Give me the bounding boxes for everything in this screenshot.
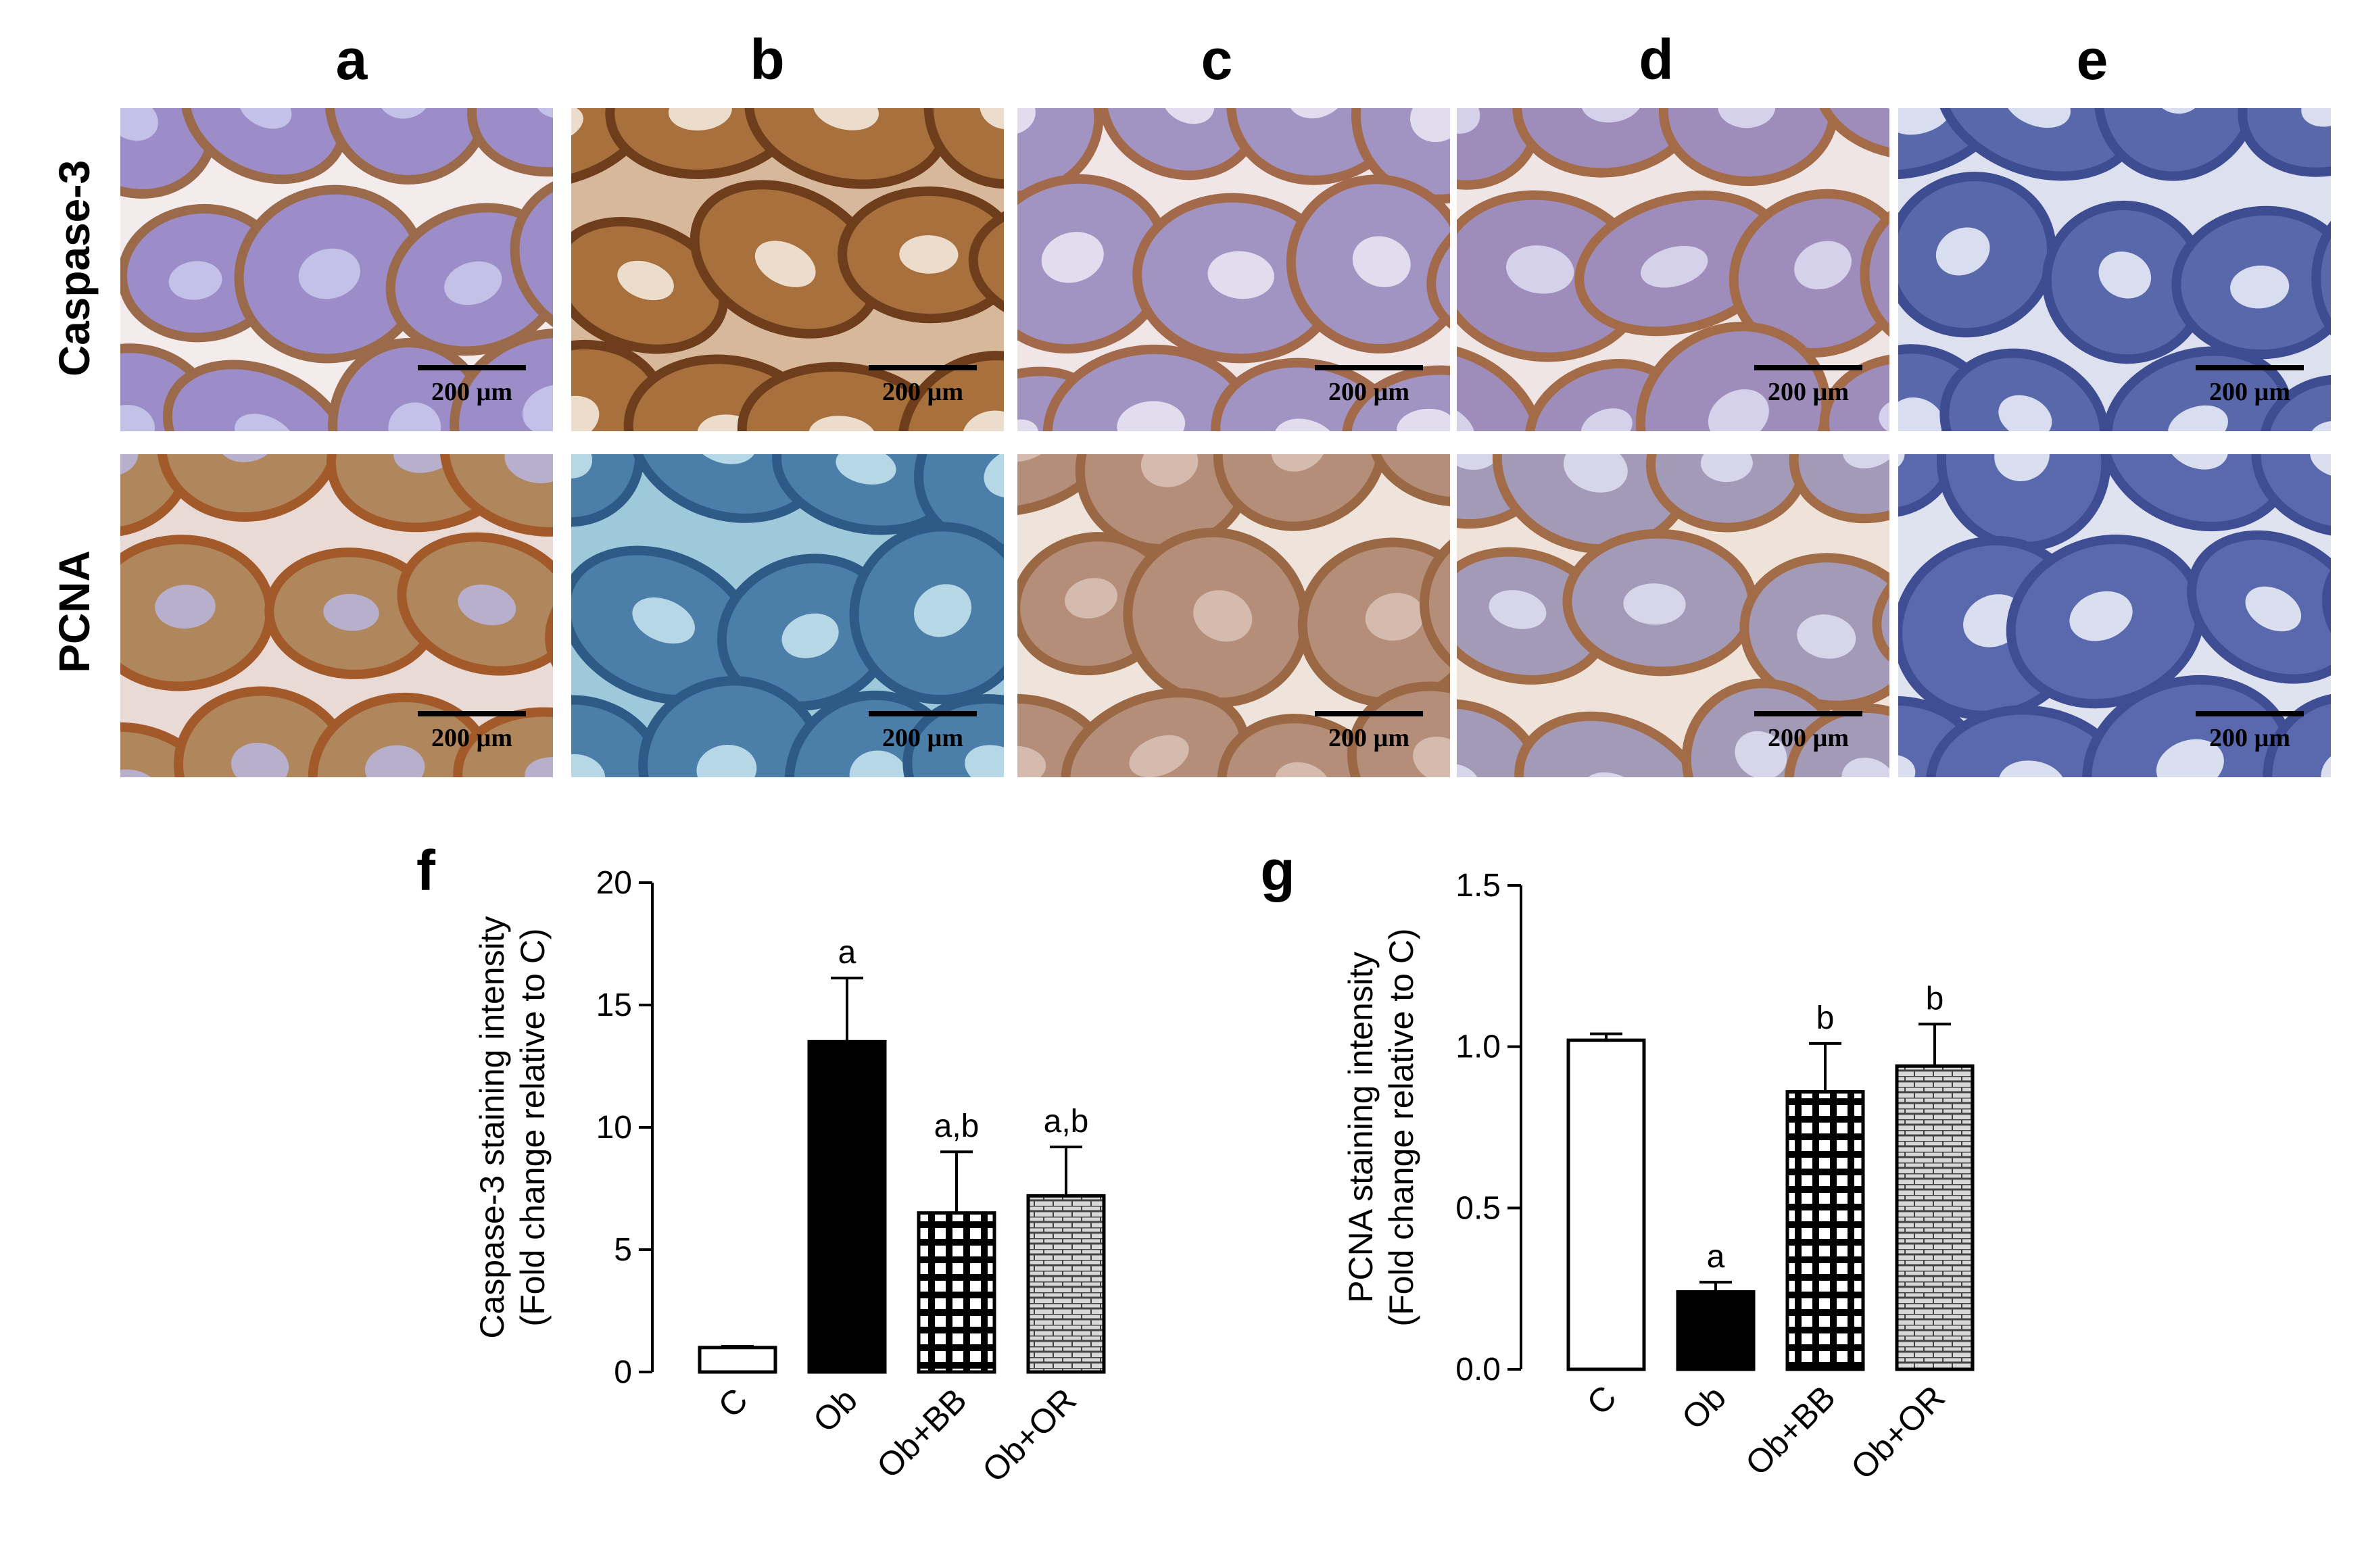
category-label: Ob+OR bbox=[975, 1381, 1083, 1489]
micrograph-d-caspase-3 bbox=[1457, 108, 1889, 431]
scale-bar-label: 200 µm bbox=[431, 378, 513, 406]
scale-bar bbox=[1315, 365, 1423, 370]
micrograph-c-pcna bbox=[1017, 454, 1450, 777]
y-axis-label-line-2: (Fold change relative to C) bbox=[1382, 928, 1420, 1326]
bar-ob-or bbox=[1895, 1064, 1975, 1371]
bar-c bbox=[698, 1346, 777, 1374]
panel-letter-b: b bbox=[750, 28, 785, 91]
micrograph-image bbox=[120, 108, 553, 431]
scale-bar bbox=[1754, 711, 1862, 716]
micrograph-image bbox=[1898, 108, 2331, 431]
y-tick-label: 5 bbox=[614, 1232, 632, 1268]
scale-bar-label: 200 µm bbox=[2208, 378, 2291, 406]
panel-letter-a: a bbox=[335, 28, 368, 91]
pcna-chart-svg: 0.0 0.5 1.0 1.5 PCNA staining intensity (Fold… bbox=[1342, 868, 1975, 1487]
micrograph-image bbox=[1457, 454, 1889, 777]
scale-bar bbox=[869, 365, 977, 370]
micrograph-a-caspase-3 bbox=[120, 108, 553, 431]
pcna-bar-chart: 0.0 0.5 1.0 1.5 PCNA staining intensity (Fold… bbox=[1183, 838, 2366, 1568]
micrograph-image bbox=[571, 108, 1004, 431]
significance-label: a bbox=[1707, 1239, 1725, 1275]
scale-bar bbox=[1315, 711, 1423, 716]
y-tick-label: 0 bbox=[614, 1354, 632, 1390]
scale-bar bbox=[869, 711, 977, 716]
y-tick-label: 20 bbox=[596, 865, 632, 901]
bar-ob bbox=[1676, 1290, 1756, 1371]
scale-bar bbox=[418, 711, 526, 716]
row-label-caspase-3: Caspase-3 bbox=[50, 160, 99, 376]
micrograph-e-caspase-3 bbox=[1898, 108, 2331, 431]
category-label: Ob+BB bbox=[869, 1381, 974, 1486]
micrograph-image bbox=[571, 454, 1004, 777]
category-label: C bbox=[711, 1381, 755, 1425]
significance-label: b bbox=[1816, 1000, 1835, 1036]
y-tick-label: 15 bbox=[596, 987, 632, 1023]
y-tick-label: 1.5 bbox=[1455, 868, 1501, 904]
panel-letter-g: g bbox=[1260, 839, 1295, 902]
micrograph-d-pcna bbox=[1457, 454, 1889, 777]
micrograph-image bbox=[120, 454, 553, 777]
bar-ob-or bbox=[1026, 1194, 1106, 1374]
significance-label: a bbox=[838, 935, 856, 971]
panel-letter-e: e bbox=[2076, 28, 2108, 91]
significance-label: a,b bbox=[934, 1108, 980, 1144]
micrograph-image bbox=[1457, 108, 1889, 431]
micrograph-image bbox=[1017, 108, 1450, 431]
scale-bar bbox=[418, 365, 526, 370]
scale-bar bbox=[2196, 365, 2304, 370]
scale-bar-label: 200 µm bbox=[882, 378, 964, 406]
panel-letter-d: d bbox=[1639, 28, 1674, 91]
panel-letter-c: c bbox=[1201, 28, 1233, 91]
y-tick-label: 0.5 bbox=[1455, 1190, 1501, 1226]
y-tick-label: 0.0 bbox=[1455, 1352, 1501, 1388]
bar-ob bbox=[807, 1039, 887, 1374]
scale-bar-label: 200 µm bbox=[2208, 724, 2291, 752]
scale-bar-label: 200 µm bbox=[1328, 724, 1410, 752]
scale-bar-label: 200 µm bbox=[882, 724, 964, 752]
y-axis-label-line-1: PCNA staining intensity bbox=[1342, 952, 1380, 1303]
scale-bar-label: 200 µm bbox=[1767, 378, 1850, 406]
micrograph-image bbox=[1017, 454, 1450, 777]
category-label: C bbox=[1580, 1378, 1624, 1422]
panel-letter-f: f bbox=[416, 839, 435, 902]
caspase-3-bar-chart: 0 5 10 15 20 Caspase-3 staining intensity (Fol… bbox=[0, 838, 1183, 1568]
significance-label: b bbox=[1926, 981, 1944, 1016]
micrograph-b-caspase-3 bbox=[571, 108, 1004, 431]
significance-label: a,b bbox=[1044, 1104, 1089, 1140]
micrograph-a-pcna bbox=[120, 454, 553, 777]
y-axis-label-line-1: Caspase-3 staining intensity bbox=[473, 916, 511, 1338]
scale-bar-label: 200 µm bbox=[431, 724, 513, 752]
micrograph-e-pcna bbox=[1898, 454, 2331, 777]
y-tick-label: 10 bbox=[596, 1110, 632, 1146]
scale-bar bbox=[1754, 365, 1862, 370]
micrograph-b-pcna bbox=[571, 454, 1004, 777]
y-tick-label: 1.0 bbox=[1455, 1029, 1501, 1065]
scale-bar-label: 200 µm bbox=[1328, 378, 1410, 406]
micrograph-c-caspase-3 bbox=[1017, 108, 1450, 431]
scale-bar bbox=[2196, 711, 2304, 716]
scale-bar-label: 200 µm bbox=[1767, 724, 1850, 752]
caspase-3-chart-svg: 0 5 10 15 20 Caspase-3 staining intensity (Fol… bbox=[473, 865, 1106, 1490]
category-label: Ob bbox=[1674, 1378, 1733, 1437]
category-label: Ob+BB bbox=[1738, 1378, 1843, 1483]
y-axis-label-line-2: (Fold change relative to C) bbox=[514, 928, 552, 1326]
category-label: Ob bbox=[806, 1381, 865, 1440]
category-label: Ob+OR bbox=[1843, 1378, 1952, 1486]
bar-ob-bb bbox=[917, 1211, 996, 1374]
row-label-pcna: PCNA bbox=[50, 550, 99, 673]
bar-c bbox=[1566, 1038, 1646, 1371]
micrograph-image bbox=[1898, 454, 2331, 777]
bar-ob-bb bbox=[1785, 1089, 1865, 1371]
